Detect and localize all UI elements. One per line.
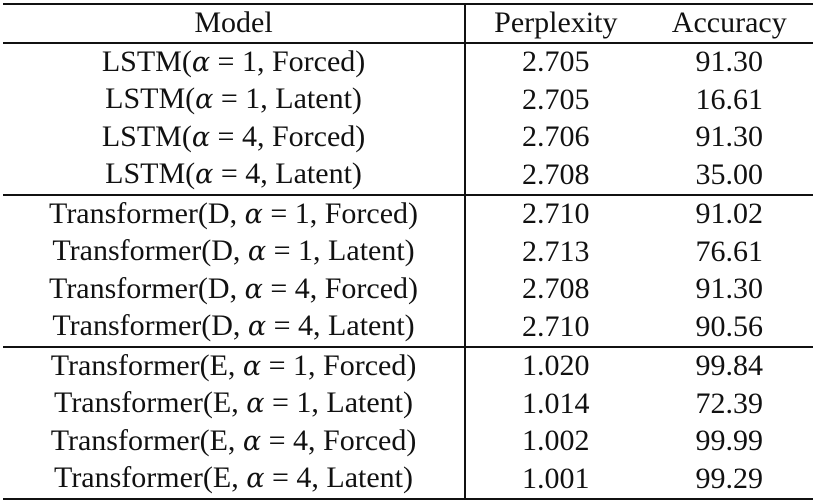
model-cell: LSTM(α = 1, Forced) bbox=[3, 42, 467, 81]
accuracy-cell: 91.30 bbox=[695, 45, 764, 78]
table-row: Transformer(E, α = 1, Latent) 1.014 72.3… bbox=[3, 385, 813, 423]
accuracy-cell: 99.84 bbox=[645, 345, 813, 385]
perplexity-cell: 2.706 bbox=[522, 120, 590, 153]
model-cell: Transformer(D, α = 4, Forced) bbox=[3, 270, 467, 308]
table-row: Transformer(D, α = 1, Forced) 2.710 91.0… bbox=[3, 193, 813, 233]
perplexity-cell: 2.708 bbox=[522, 157, 590, 191]
table-row: LSTM(α = 4, Latent) 2.708 35.00 bbox=[3, 156, 813, 195]
table-row: Transformer(D, α = 1, Latent) 2.713 76.6… bbox=[3, 233, 813, 271]
group-lstm: LSTM(α = 1, Forced) 2.705 91.30 LSTM(α =… bbox=[3, 42, 813, 195]
accuracy-cell: 91.30 bbox=[695, 272, 764, 305]
accuracy-cell: 91.30 bbox=[695, 120, 764, 153]
model-cell: Transformer(D, α = 1, Latent) bbox=[3, 233, 467, 271]
table-row: LSTM(α = 1, Forced) 2.705 91.30 bbox=[3, 42, 813, 81]
model-cell: LSTM(α = 1, Latent) bbox=[3, 81, 467, 119]
table-row: Transformer(D, α = 4, Forced) 2.708 91.3… bbox=[3, 270, 813, 308]
alpha-symbol: α bbox=[244, 273, 263, 305]
alpha-symbol: α bbox=[247, 236, 267, 267]
alpha-symbol: α bbox=[195, 159, 214, 190]
table-row: LSTM(α = 4, Forced) 2.706 91.30 bbox=[3, 118, 813, 156]
accuracy-cell: 90.56 bbox=[695, 309, 764, 343]
table-row: LSTM(α = 1, Latent) 2.705 16.61 bbox=[3, 81, 813, 119]
perplexity-cell: 1.001 bbox=[465, 460, 646, 500]
accuracy-cell: 76.61 bbox=[695, 234, 764, 268]
table-row: Transformer(D, α = 4, Latent) 2.710 90.5… bbox=[3, 308, 813, 347]
model-cell: Transformer(E, α = 4, Latent) bbox=[3, 460, 467, 500]
accuracy-cell: 91.02 bbox=[645, 193, 813, 233]
model-cell: LSTM(α = 4, Forced) bbox=[3, 118, 467, 156]
alpha-symbol: α bbox=[191, 46, 211, 78]
perplexity-cell: 2.713 bbox=[522, 234, 590, 268]
alpha-symbol: α bbox=[242, 350, 262, 382]
perplexity-cell: 1.002 bbox=[522, 424, 590, 457]
model-cell: Transformer(E, α = 4, Forced) bbox=[3, 422, 467, 460]
perplexity-cell: 2.708 bbox=[522, 272, 590, 305]
accuracy-cell: 99.99 bbox=[695, 424, 764, 457]
accuracy-cell: 72.39 bbox=[695, 386, 764, 420]
alpha-symbol: α bbox=[244, 198, 263, 230]
alpha-symbol: α bbox=[242, 425, 262, 457]
model-cell: LSTM(α = 4, Latent) bbox=[3, 156, 467, 195]
perplexity-cell: 2.705 bbox=[522, 82, 590, 116]
accuracy-cell: 99.29 bbox=[645, 460, 813, 500]
alpha-symbol: α bbox=[246, 388, 265, 419]
accuracy-cell: 35.00 bbox=[695, 157, 764, 191]
group-transformer-d: Transformer(D, α = 1, Forced) 2.710 91.0… bbox=[3, 193, 813, 347]
group-transformer-e: Transformer(E, α = 1, Forced) 1.020 99.8… bbox=[3, 345, 813, 500]
alpha-symbol: α bbox=[195, 84, 214, 115]
accuracy-cell: 16.61 bbox=[695, 82, 764, 116]
model-cell: Transformer(E, α = 1, Latent) bbox=[3, 385, 467, 423]
table-row: Transformer(E, α = 1, Forced) 1.020 99.8… bbox=[3, 345, 813, 385]
alpha-symbol: α bbox=[247, 311, 267, 342]
header-row: Model Perplexity Accuracy bbox=[3, 3, 813, 44]
results-table: Model Perplexity Accuracy LSTM(α = 1, Fo… bbox=[3, 3, 813, 500]
header-perplexity: Perplexity bbox=[465, 3, 646, 44]
perplexity-cell: 2.710 bbox=[522, 309, 590, 343]
table-row: Transformer(E, α = 4, Forced) 1.002 99.9… bbox=[3, 422, 813, 460]
model-cell: Transformer(E, α = 1, Forced) bbox=[3, 345, 467, 385]
alpha-symbol: α bbox=[246, 463, 265, 494]
header-model: Model bbox=[3, 3, 467, 44]
perplexity-cell: 2.710 bbox=[465, 193, 646, 233]
table-row: Transformer(E, α = 4, Latent) 1.001 99.2… bbox=[3, 460, 813, 500]
perplexity-cell: 2.705 bbox=[522, 45, 590, 78]
perplexity-cell: 1.020 bbox=[465, 345, 646, 385]
alpha-symbol: α bbox=[191, 121, 211, 153]
model-cell: Transformer(D, α = 1, Forced) bbox=[3, 193, 467, 233]
perplexity-cell: 1.014 bbox=[522, 386, 590, 420]
header-accuracy: Accuracy bbox=[645, 3, 813, 44]
model-cell: Transformer(D, α = 4, Latent) bbox=[3, 308, 467, 347]
